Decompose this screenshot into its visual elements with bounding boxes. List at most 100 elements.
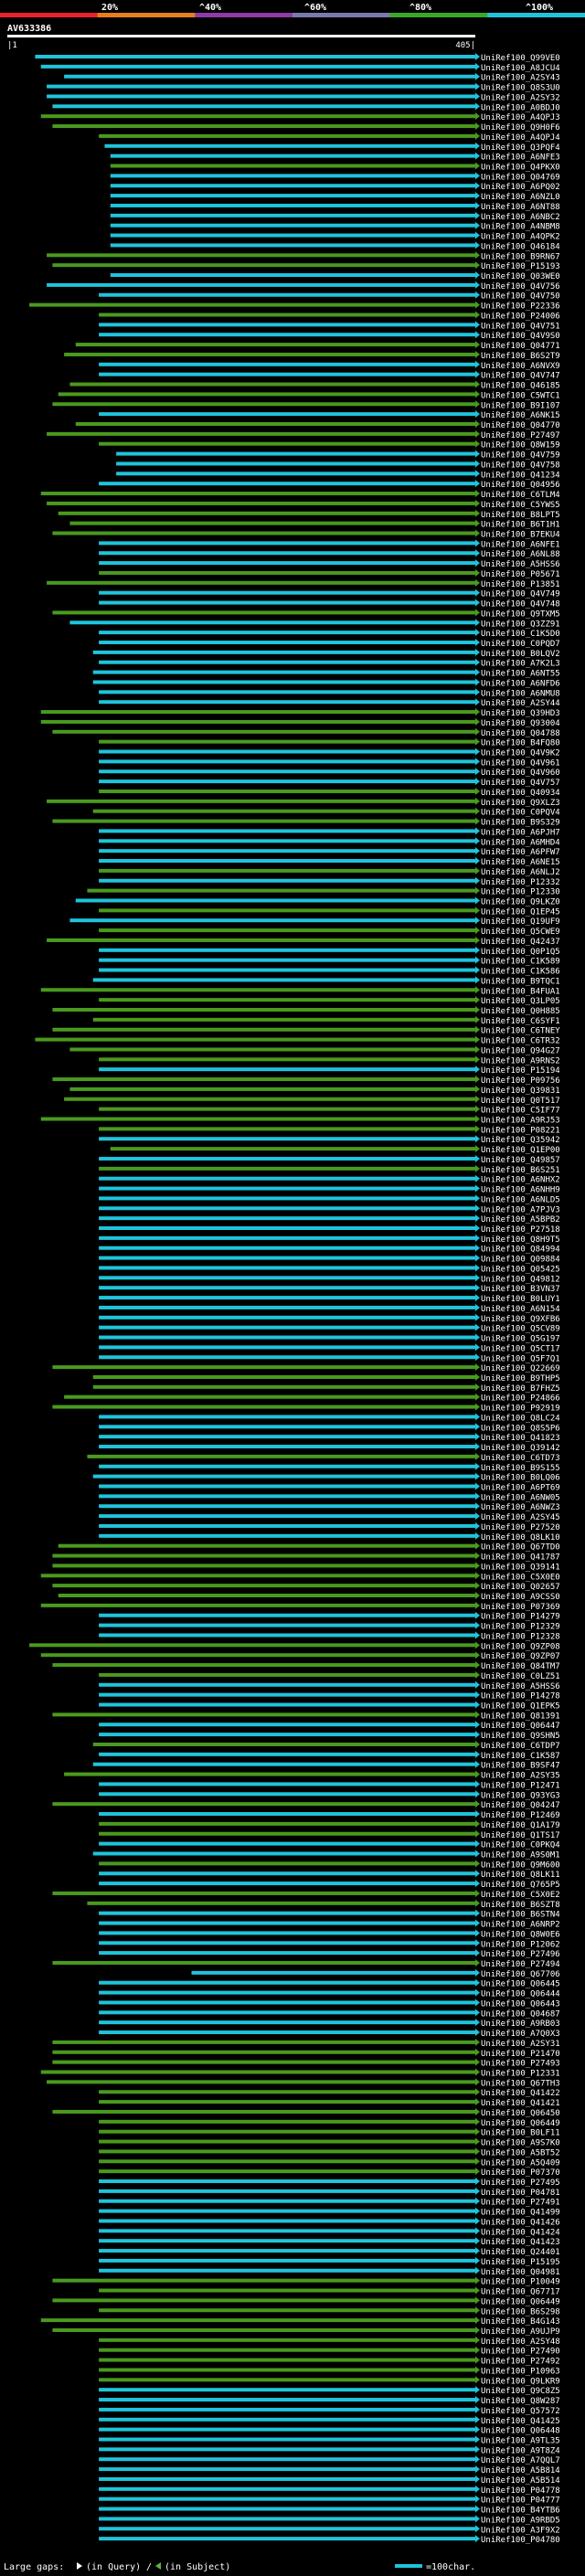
hit-arrow: [475, 1760, 480, 1768]
hit-row: UniRef100_Q8H9T5: [99, 1234, 560, 1245]
hit-arrow: [475, 460, 480, 468]
hit-label: UniRef100_A8JCU4: [481, 64, 560, 73]
hit-row: UniRef100_P27490: [99, 2346, 560, 2357]
hit-row: UniRef100_Q4V747: [99, 370, 560, 381]
hit-arrow: [475, 1780, 480, 1788]
hit-arrow: [475, 2117, 480, 2125]
hit-label: UniRef100_A2SY45: [481, 1513, 560, 1522]
hit-arrow: [475, 419, 480, 428]
hit-arrow: [475, 2435, 480, 2443]
hit-row: UniRef100_Q4V759: [116, 450, 560, 461]
hit-row: UniRef100_A9CSS0: [58, 1592, 560, 1602]
hit-bar: [99, 2100, 476, 2104]
hit-arrow: [475, 2356, 480, 2364]
hit-label: UniRef100_P27495: [481, 2178, 560, 2188]
hit-arrow: [475, 440, 480, 448]
hit-bar: [99, 133, 476, 138]
hit-arrow: [475, 807, 480, 815]
hit-label: UniRef100_A9TL35: [481, 2436, 560, 2445]
hit-row: UniRef100_B4FUA1: [40, 986, 560, 996]
hit-row: UniRef100_Q9C8Z5: [99, 2386, 560, 2396]
hit-label: UniRef100_Q9SHN5: [481, 1732, 560, 1741]
hit-label: UniRef100_Q22669: [481, 1364, 560, 1373]
legend-subject-label: (in Subject): [165, 2562, 230, 2572]
hit-label: UniRef100_A6NBC2: [481, 213, 560, 222]
hit-label: UniRef100_Q42437: [481, 938, 560, 947]
hit-row: UniRef100_B3VN37: [99, 1284, 560, 1294]
hit-row: UniRef100_Q5CV89: [99, 1323, 560, 1334]
hit-row: UniRef100_A9RNS2: [99, 1055, 560, 1065]
hit-bar: [99, 292, 476, 297]
hit-bar: [92, 1762, 476, 1766]
hit-arrow: [475, 599, 480, 607]
hit-bar: [40, 719, 476, 724]
hit-arrow: [475, 1085, 480, 1093]
hit-row: UniRef100_Q9M600: [99, 1860, 560, 1870]
hit-label: UniRef100_Q67TD0: [481, 1543, 560, 1553]
hit-bar: [75, 898, 475, 903]
hit-arrow: [475, 1115, 480, 1123]
hit-bar: [29, 302, 475, 307]
hit-arrow: [475, 1065, 480, 1074]
hit-label: UniRef100_Q41422: [481, 2089, 560, 2098]
hit-arrow: [475, 966, 480, 974]
hit-arrow: [475, 1443, 480, 1451]
hit-row: UniRef100_Q9ZP08: [29, 1641, 560, 1651]
hit-row: UniRef100_Q04788: [52, 727, 560, 738]
hit-arrow: [475, 1631, 480, 1639]
hit-bar: [99, 2447, 476, 2452]
hit-bar: [99, 1941, 476, 1945]
hit-arrow: [475, 2217, 480, 2225]
hit-bar: [92, 1851, 476, 1856]
hit-arrow: [475, 2107, 480, 2115]
hit-label: UniRef100_C6TNEY: [481, 1027, 560, 1036]
hit-label: UniRef100_P05671: [481, 570, 560, 579]
hit-arrow: [475, 1234, 480, 1242]
scale-label: ^60%: [304, 3, 326, 13]
hit-bar: [99, 928, 476, 933]
hit-row: UniRef100_Q04769: [110, 172, 560, 182]
hit-label: UniRef100_Q765P5: [481, 1881, 560, 1890]
hit-arrow: [475, 1472, 480, 1480]
hit-bar: [99, 1156, 476, 1161]
hit-label: UniRef100_A6NL88: [481, 550, 560, 559]
hit-bar: [47, 580, 475, 585]
hit-label: UniRef100_Q8LK11: [481, 1871, 560, 1880]
hit-bar: [99, 1226, 476, 1231]
hit-row: UniRef100_B8LPT5: [58, 509, 560, 520]
hit-arrow: [475, 380, 480, 388]
hit-bar: [52, 1960, 475, 1965]
hit-row: UniRef100_Q39142: [99, 1443, 560, 1453]
hit-arrow: [475, 2316, 480, 2325]
hit-label: UniRef100_C5X0E0: [481, 1573, 560, 1582]
hit-row: UniRef100_Q06443: [99, 1998, 560, 2009]
hit-label: UniRef100_A5BT52: [481, 2148, 560, 2157]
hit-bar: [69, 1087, 476, 1091]
hit-row: UniRef100_Q41421: [99, 2098, 560, 2108]
hit-bar: [99, 1484, 476, 1489]
hit-bar: [99, 2427, 476, 2432]
hit-bar: [99, 908, 476, 913]
hit-bar: [99, 1841, 476, 1846]
hit-bar: [191, 1970, 475, 1975]
hit-label: UniRef100_A2SY32: [481, 93, 560, 102]
hit-bar: [99, 1415, 476, 1419]
hit-bar: [52, 124, 475, 129]
hit-arrow: [475, 1860, 480, 1868]
hit-row: UniRef100_A6NFE1: [99, 539, 560, 549]
hit-arrow: [475, 2187, 480, 2195]
hit-bar: [99, 1980, 476, 1985]
hit-arrow: [475, 927, 480, 935]
hit-arrow: [475, 1839, 480, 1848]
hit-arrow: [475, 2296, 480, 2305]
hit-bar: [52, 819, 475, 823]
hit-bar: [52, 1663, 475, 1668]
hit-row: UniRef100_P04778: [99, 2485, 560, 2496]
hit-bar: [99, 1296, 476, 1300]
hit-bar: [52, 1365, 475, 1370]
hit-arrow: [475, 2147, 480, 2156]
hit-arrow: [475, 1731, 480, 1739]
hit-label: UniRef100_Q4V960: [481, 769, 560, 778]
hit-arrow: [475, 758, 480, 766]
hit-bar: [52, 1584, 475, 1588]
